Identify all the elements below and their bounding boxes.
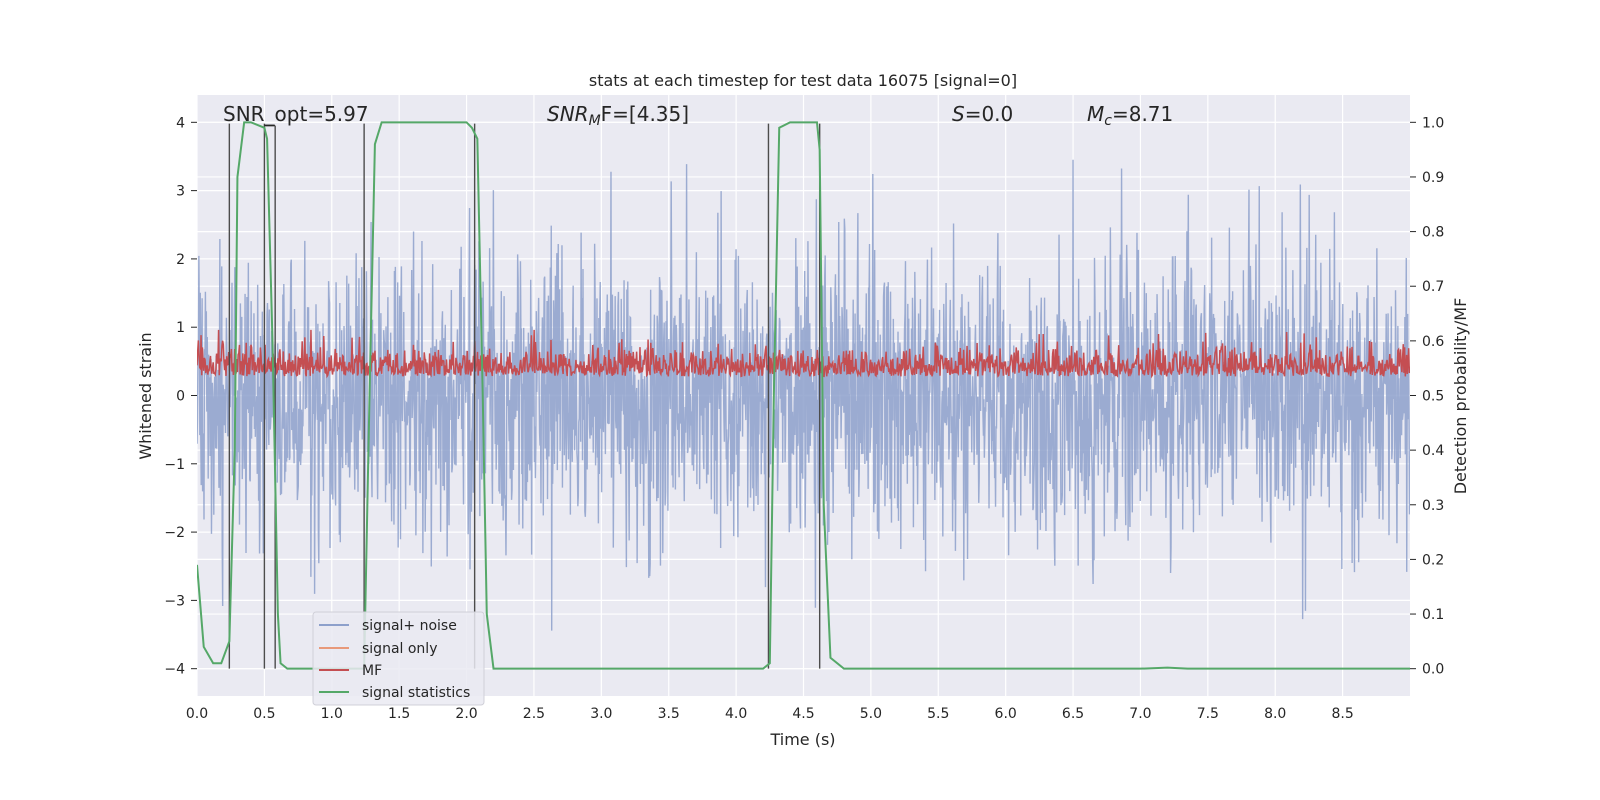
x-tick-label: 8.5	[1331, 706, 1353, 722]
s-base: S	[952, 102, 965, 126]
x-tick-label: 0.5	[253, 706, 275, 722]
vertical-markers	[228, 123, 821, 669]
annotation-mc: Mc=8.71	[1087, 102, 1173, 129]
legend-label-noise: signal+ noise	[362, 618, 457, 634]
y-right-tick-label: 1.0	[1422, 115, 1444, 131]
y-right-tick-label: 0.5	[1422, 389, 1444, 405]
y-tick-label: 3	[176, 184, 185, 200]
x-tick-label: 1.5	[388, 706, 410, 722]
y-right-tick-label: 0.7	[1422, 279, 1444, 295]
y-tick-label: 1	[176, 320, 185, 336]
y-tick-labels: 4 3 2 1 0 −1 −2 −3 −4	[164, 115, 197, 678]
y-right-tick-label: 0.8	[1422, 225, 1444, 241]
y-tick-label: −3	[164, 593, 185, 609]
mc-sub: c	[1104, 113, 1112, 129]
y-right-tick-label: 0.2	[1422, 552, 1444, 568]
x-tick-label: 5.0	[860, 706, 882, 722]
annotation-snr-mf: SNRMF=[4.35]	[547, 102, 689, 129]
y-right-tick-label: 0.0	[1422, 662, 1444, 678]
series-signal-statistics	[197, 121, 1410, 670]
x-tick-label: 6.0	[995, 706, 1017, 722]
legend-label-mf: MF	[362, 663, 382, 679]
x-tick-label: 3.5	[658, 706, 680, 722]
legend-label-stats: signal statistics	[362, 685, 470, 701]
y-tick-label: −4	[164, 662, 185, 678]
x-tick-label: 6.5	[1062, 706, 1084, 722]
x-tick-labels: 0.0 0.5 1.0 1.5 2.0 2.5 3.0 3.5 4.0 4.5 5.0 5.5 6.0 6…	[186, 706, 1354, 722]
y-right-tick-label: 0.4	[1422, 443, 1444, 459]
y-tick-label: 0	[176, 389, 185, 405]
signal-statistics-line	[197, 121, 1410, 670]
y-tick-label: −1	[164, 457, 185, 473]
mf-line	[197, 329, 1410, 379]
x-tick-label: 7.5	[1197, 706, 1219, 722]
y-right-tick-label: 0.9	[1422, 170, 1444, 186]
annotation-snr-opt: SNR_opt=5.97	[223, 102, 369, 126]
series-mf	[197, 329, 1410, 379]
x-tick-label: 7.0	[1129, 706, 1151, 722]
y-right-axis-label: Detection probability/MF	[1451, 298, 1470, 495]
y-tick-label: 2	[176, 252, 185, 268]
x-tick-label: 8.0	[1264, 706, 1286, 722]
chart-title: stats at each timestep for test data 160…	[589, 71, 1017, 90]
snr-mf-sub: M	[589, 113, 601, 129]
y-right-tick-label: 0.3	[1422, 498, 1444, 514]
snr-mf-tail: F=[4.35]	[601, 102, 689, 126]
x-tick-label: 2.5	[523, 706, 545, 722]
mc-tail: =8.71	[1112, 102, 1173, 126]
y-right-tick-label: 0.6	[1422, 334, 1444, 350]
mc-base: M	[1087, 102, 1104, 126]
x-axis-label: Time (s)	[769, 730, 835, 749]
x-tick-label: 5.5	[927, 706, 949, 722]
x-tick-label: 1.0	[321, 706, 343, 722]
annotation-s: S=0.0	[952, 102, 1013, 126]
y-tick-label: 4	[176, 115, 185, 131]
x-tick-label: 4.5	[792, 706, 814, 722]
x-tick-label: 0.0	[186, 706, 208, 722]
s-tail: =0.0	[965, 102, 1014, 126]
x-tick-label: 4.0	[725, 706, 747, 722]
legend-label-signal-only: signal only	[362, 641, 437, 657]
snr-mf-base: SNR	[547, 102, 589, 126]
legend: signal+ noise signal only MF signal stat…	[312, 611, 485, 706]
y-tick-label: −2	[164, 525, 185, 541]
y-axis-label: Whitened strain	[136, 332, 155, 459]
legend-box	[312, 611, 485, 706]
y-right-tick-labels: 1.0 0.9 0.8 0.7 0.6 0.5 0.4 0.3 0.2 0.1 0.0	[1410, 115, 1444, 678]
x-tick-label: 2.0	[455, 706, 477, 722]
x-tick-label: 3.0	[590, 706, 612, 722]
y-right-tick-label: 0.1	[1422, 607, 1444, 623]
